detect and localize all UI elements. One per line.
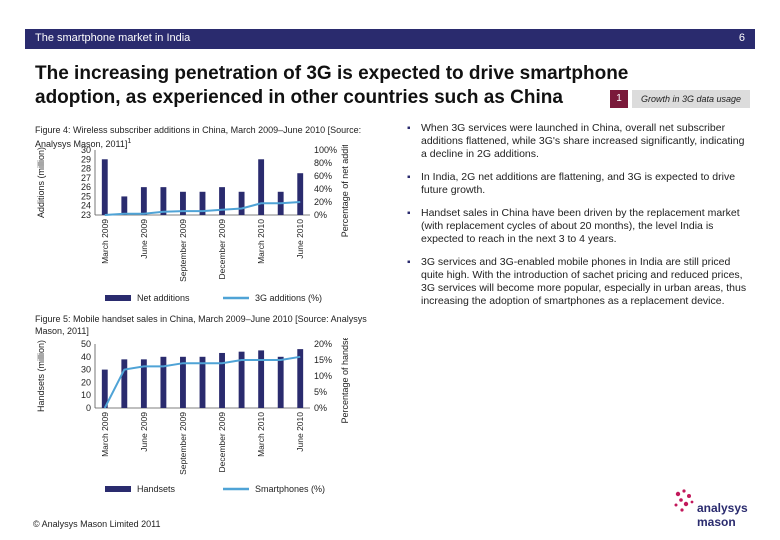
figure4-caption: Figure 4: Wireless subscriber additions … — [35, 124, 375, 150]
fig4-x-tick-label: March 2010 — [256, 219, 266, 264]
fig4-bar — [160, 187, 167, 215]
fig4-bar — [180, 191, 186, 215]
fig4-legend-line-label: 3G additions (%) — [255, 293, 322, 303]
fig4-y-tick-label: 28 — [81, 164, 91, 174]
logo-line2: mason — [697, 515, 736, 529]
fig4-y-tick-label: 26 — [81, 182, 91, 192]
fig5-legend-bar-label: Handsets — [137, 484, 176, 494]
figure4-caption-text: Figure 4: Wireless subscriber additions … — [35, 125, 362, 149]
fig5-bar — [297, 349, 304, 408]
fig4-y2-tick-label: 80% — [314, 158, 332, 168]
fig4-y2-tick-label: 40% — [314, 184, 332, 194]
fig5-x-tick-label: September 2009 — [178, 412, 188, 475]
fig5-bar — [140, 359, 147, 408]
fig4-x-tick-label: December 2009 — [217, 219, 227, 280]
fig4-legend-bar-swatch — [105, 295, 131, 301]
fig4-bar — [219, 187, 225, 215]
fig4-y2-tick-label: 60% — [314, 171, 332, 181]
fig4-bar — [297, 173, 304, 215]
fig4-y2-tick-label: 0% — [314, 210, 327, 220]
fig5-bar — [199, 356, 206, 408]
fig5-legend-bar-swatch — [105, 486, 131, 492]
fig5-y2-axis-title: Percentage of handsets — [340, 338, 350, 424]
header-section-title: The smartphone market in India — [35, 32, 191, 44]
bullet-item: Handset sales in China have been driven … — [407, 207, 752, 246]
fig4-bar — [101, 159, 108, 215]
bullet-item: 3G services and 3G-enabled mobile phones… — [407, 256, 752, 308]
fig5-line-series — [103, 355, 301, 409]
fig4-y-tick-label: 25 — [81, 191, 91, 201]
fig4-bar — [238, 191, 245, 215]
fig4-y-tick-label: 23 — [81, 210, 91, 220]
fig4-y2-tick-label: 100% — [314, 145, 337, 155]
fig4-x-tick-label: June 2010 — [295, 219, 305, 259]
fig5-y2-tick-label: 0% — [314, 403, 327, 413]
fig5-bar — [277, 356, 284, 408]
fig4-y2-tick-label: 20% — [314, 197, 332, 207]
fig5-y-axis-title: Handsets (million) — [36, 340, 46, 412]
fig5-y-tick-label: 50 — [81, 339, 91, 349]
fig4-x-tick-label: March 2009 — [100, 219, 110, 264]
footer-copyright: © Analysys Mason Limited 2011 — [33, 519, 161, 529]
fig4-bar — [199, 191, 206, 215]
fig5-bar — [258, 350, 265, 408]
fig5-y-tick-label: 30 — [81, 365, 91, 375]
fig5-y-tick-label: 20 — [81, 377, 91, 387]
fig4-x-tick-label: September 2009 — [178, 219, 188, 282]
bullet-item: In India, 2G net additions are flattenin… — [407, 171, 752, 197]
fig4-bar — [140, 187, 147, 215]
header-bar: The smartphone market in India 6 — [25, 29, 755, 49]
fig4-line-series — [104, 201, 301, 216]
figure5-chart: 50 40 30 20 10 0 20% 15% 10% 5% 0% March 2009 June 2… — [36, 338, 350, 494]
fig5-x-tick-label: June 2010 — [295, 412, 305, 452]
fig5-y-tick-label: 10 — [81, 390, 91, 400]
fig4-legend-bar-label: Net additions — [137, 293, 190, 303]
fig5-y-tick-label: 0 — [86, 403, 91, 413]
fig5-x-tick-label: March 2010 — [256, 412, 266, 457]
bullet-list: When 3G services were launched in China,… — [407, 122, 752, 318]
analysys-mason-logo — [674, 489, 694, 512]
fig4-x-tick-label: June 2009 — [139, 219, 149, 259]
fig5-bar — [121, 359, 128, 408]
bullet-item: When 3G services were launched in China,… — [407, 122, 752, 161]
fig5-y2-tick-label: 10% — [314, 371, 332, 381]
fig5-bar — [219, 352, 225, 408]
fig5-y2-tick-label: 20% — [314, 339, 332, 349]
fig4-y-tick-label: 24 — [81, 201, 91, 211]
fig5-x-tick-label: March 2009 — [100, 412, 110, 457]
logo-dots-icon — [674, 489, 694, 512]
fig5-x-tick-label: December 2009 — [217, 412, 227, 473]
fig5-legend-line-label: Smartphones (%) — [255, 484, 325, 494]
logo-line1: analysys — [697, 501, 748, 515]
fig4-bar — [258, 159, 265, 215]
fig5-bar — [101, 369, 108, 408]
fig5-x-tick-label: June 2009 — [139, 412, 149, 452]
fig4-y-tick-label: 30 — [81, 145, 91, 155]
fig5-y2-tick-label: 5% — [314, 387, 327, 397]
fig5-bar — [238, 351, 245, 408]
fig5-y-tick-label: 40 — [81, 352, 91, 362]
fig5-bar — [160, 356, 167, 408]
fig4-y2-axis-title: Percentage of net additions — [340, 145, 350, 237]
figure4-caption-superscript: 1 — [127, 138, 132, 145]
fig4-y-tick-label: 29 — [81, 154, 91, 164]
page-title: The increasing penetration of 3G is expe… — [35, 63, 629, 108]
fig4-y-axis-title: Additions (million) — [36, 147, 46, 218]
page-number: 6 — [738, 32, 745, 44]
topic-tag-number: 1 — [610, 90, 628, 108]
fig5-bar — [180, 356, 186, 408]
fig5-y2-tick-label: 15% — [314, 355, 332, 365]
topic-tag: 1 Growth in 3G data usage — [610, 90, 750, 108]
topic-tag-label: Growth in 3G data usage — [632, 90, 750, 108]
fig4-bar — [121, 196, 128, 215]
fig4-y-tick-label: 27 — [81, 173, 91, 183]
figure5-caption: Figure 5: Mobile handset sales in China,… — [35, 314, 367, 336]
